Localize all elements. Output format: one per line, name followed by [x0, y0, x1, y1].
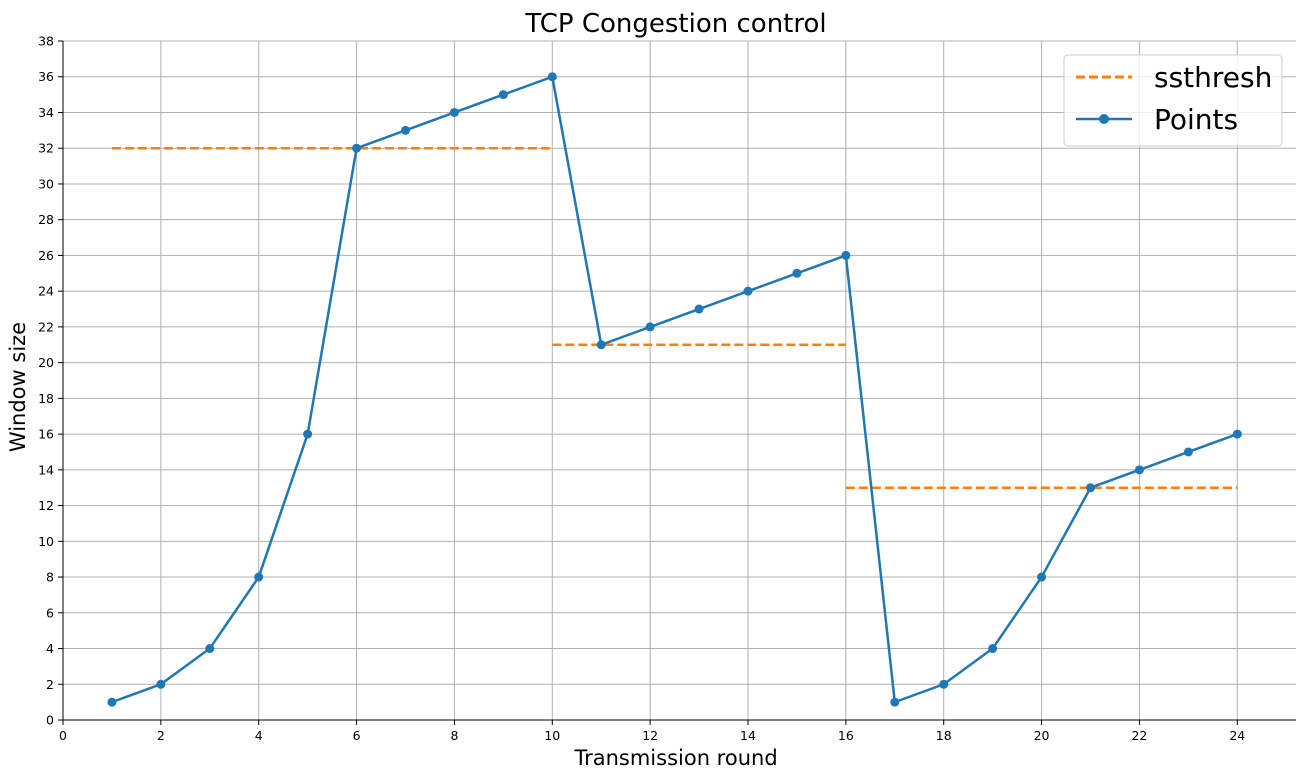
x-tick-label: 20: [1034, 728, 1050, 743]
data-point: [743, 286, 753, 296]
data-point: [890, 697, 900, 707]
ssthresh-series: [111, 146, 1238, 489]
axes: [58, 40, 1296, 725]
y-tick-label: 26: [38, 248, 54, 263]
data-point: [205, 644, 215, 654]
y-tick-label: 12: [38, 498, 54, 513]
data-point: [498, 90, 508, 100]
chart-title: TCP Congestion control: [524, 9, 826, 39]
x-tick-label: 4: [255, 728, 263, 743]
data-point: [449, 107, 459, 117]
y-tick-label: 16: [38, 427, 54, 442]
points-series: [107, 72, 1242, 707]
data-point: [645, 322, 655, 332]
x-tick-label: 24: [1229, 728, 1245, 743]
y-tick-label: 2: [46, 677, 54, 692]
y-tick-label: 4: [46, 641, 54, 656]
x-tick-label: 8: [450, 728, 458, 743]
data-point: [1232, 429, 1242, 439]
x-tick-label: 22: [1131, 728, 1147, 743]
y-tick-label: 22: [38, 319, 54, 334]
points-line: [111, 75, 1238, 704]
data-point: [303, 429, 313, 439]
x-axis-label: Transmission round: [573, 746, 777, 770]
data-point: [107, 697, 117, 707]
y-tick-label: 34: [38, 105, 54, 120]
data-point: [401, 125, 410, 135]
y-tick-label: 6: [46, 605, 54, 620]
x-tick-label: 6: [353, 728, 361, 743]
y-tick-label: 38: [38, 34, 54, 49]
data-point: [792, 268, 802, 278]
y-tick-label: 20: [38, 355, 54, 370]
data-point: [547, 72, 557, 82]
data-point: [254, 572, 264, 582]
x-tick-label: 12: [642, 728, 658, 743]
data-point: [694, 304, 704, 314]
x-tick-label: 16: [838, 728, 854, 743]
y-tick-label: 8: [46, 570, 54, 585]
y-tick-label: 30: [38, 176, 54, 191]
legend-ssthresh-label: ssthresh: [1154, 61, 1272, 94]
data-point: [156, 679, 166, 689]
y-tick-label: 32: [38, 141, 54, 156]
data-point: [352, 143, 362, 153]
y-tick-label: 28: [38, 212, 54, 227]
data-point: [988, 644, 998, 654]
data-point: [939, 679, 949, 689]
legend-points-label: Points: [1154, 103, 1238, 136]
legend-points-marker: [1099, 114, 1109, 124]
y-tick-label: 0: [46, 713, 54, 728]
y-tick-label: 24: [38, 284, 54, 299]
y-axis-label: Window size: [6, 322, 30, 452]
x-tick-label: 18: [936, 728, 952, 743]
data-point: [1183, 447, 1193, 457]
y-tick-label: 36: [38, 69, 54, 84]
tick-labels: 0 2 4 6 8 10 12 14 16 18 20 22 240246810121416182022…: [38, 34, 1245, 744]
y-tick-label: 18: [38, 391, 54, 406]
data-point: [1037, 572, 1047, 582]
data-point: [1086, 483, 1095, 493]
y-tick-label: 10: [38, 534, 54, 549]
legend: ssthresh Points: [1063, 54, 1283, 147]
x-tick-label: 14: [740, 728, 756, 743]
x-tick-label: 10: [544, 728, 560, 743]
x-tick-label: 0: [59, 728, 67, 743]
data-point: [1134, 465, 1144, 475]
y-tick-label: 14: [38, 462, 54, 477]
data-point: [596, 340, 606, 350]
x-tick-label: 2: [157, 728, 165, 743]
data-point: [841, 250, 851, 260]
